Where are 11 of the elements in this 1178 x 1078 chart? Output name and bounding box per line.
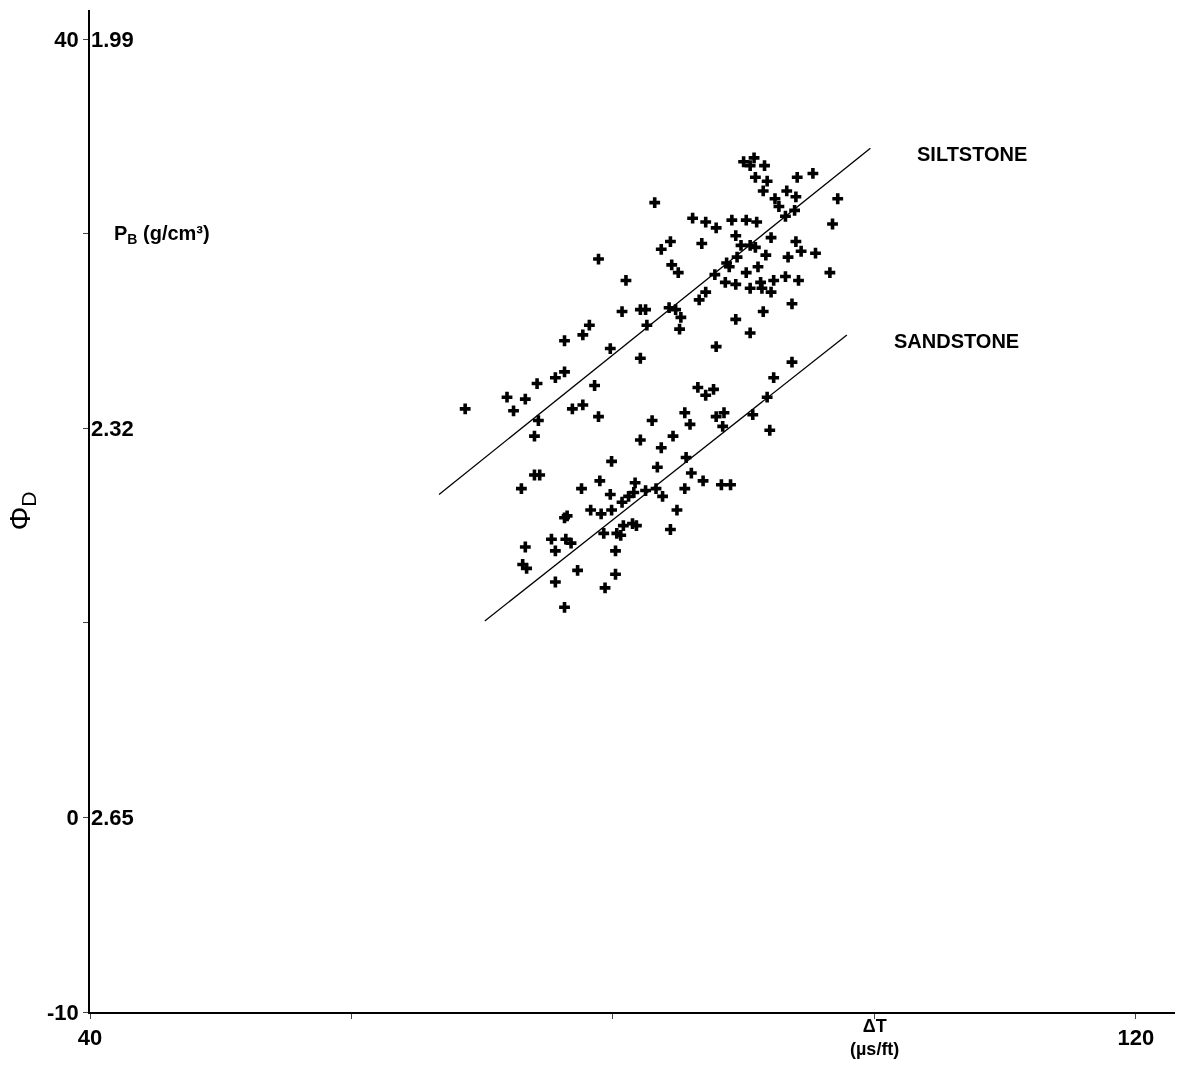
y2-tick-label: 2.32 [91, 416, 134, 442]
x-axis-title: ΔT (µs/ft) [850, 1016, 900, 1060]
y-tick-label: 40 [54, 26, 79, 52]
x-tick-label: 120 [1117, 1025, 1155, 1051]
text: SILTSTONE [917, 143, 1028, 165]
y2-axis-title: P$_{B}$ (g/cm³) [114, 222, 210, 248]
y-tick-label: 0 [66, 805, 79, 831]
text: SANDSTONE [894, 330, 1020, 352]
y2-tick-label: 1.99 [91, 27, 134, 53]
y-tick-label: -10 [47, 999, 79, 1025]
y2-tick-label: 2.65 [91, 805, 134, 831]
